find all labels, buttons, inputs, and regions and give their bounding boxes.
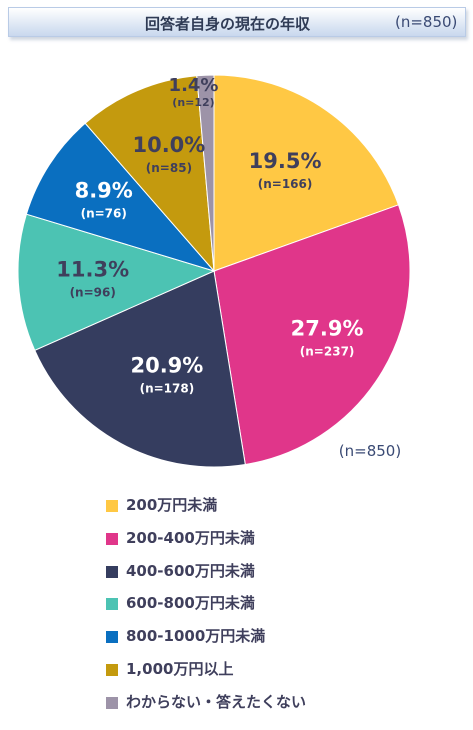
- slice-percent-label: 1.4%: [169, 75, 219, 96]
- pie-slice-6: [84, 75, 215, 273]
- slice-count-label: (n=166): [258, 177, 313, 191]
- slice-percent-label: 27.9%: [291, 317, 364, 341]
- slice-percent-label: 19.5%: [249, 149, 322, 173]
- legend-label: 200万円未満: [126, 496, 218, 514]
- slice-count-label: (n=76): [81, 207, 127, 221]
- legend-label: 800-1000万円未満: [126, 627, 266, 646]
- legend-swatch: [106, 696, 118, 709]
- pie-slice-2: [213, 204, 411, 466]
- slice-percent-label: 20.9%: [130, 353, 203, 377]
- slice-percent-label: 10.0%: [132, 133, 205, 157]
- pie-slice-7: [196, 74, 215, 272]
- pie-chart: 19.5% (n=166) 27.9% (n=237) 20.9% (n=178) 11.3…: [17, 74, 411, 468]
- legend-swatch: [106, 532, 118, 545]
- legend-swatch: [106, 598, 118, 611]
- pie-slice-3: [34, 270, 246, 468]
- pie-slice-1: [213, 74, 400, 272]
- pie-slice-4: [17, 213, 216, 351]
- legend-label: わからない・答えたくない: [126, 692, 307, 711]
- slice-count-label: (n=237): [300, 345, 355, 359]
- legend-swatch: [106, 631, 118, 644]
- legend-swatch: [106, 500, 118, 512]
- slice-count-label: (n=178): [140, 381, 195, 395]
- slice-count-label: (n=12): [172, 96, 214, 109]
- legend-label: 600-800万円未満: [126, 594, 255, 613]
- legend-label: 200-400万円未満: [126, 528, 255, 547]
- pie-labels: 19.5% (n=166) 27.9% (n=237) 20.9% (n=178) 11.3…: [56, 75, 363, 396]
- pie-total-label: (n=850): [339, 442, 401, 460]
- pie-slice-5: [25, 122, 216, 272]
- legend-label: 1,000万円以上: [126, 659, 234, 678]
- slice-count-label: (n=85): [146, 161, 192, 175]
- chart-header: 回答者自身の現在の年収 (n=850): [8, 7, 466, 37]
- chart-title: 回答者自身の現在の年収: [145, 15, 311, 33]
- slice-percent-label: 8.9%: [75, 179, 133, 203]
- legend-swatch: [106, 663, 118, 676]
- legend-swatch: [106, 565, 118, 578]
- slice-count-label: (n=96): [70, 285, 116, 299]
- legend-label: 400-600万円未満: [126, 561, 255, 580]
- header-sample-size: (n=850): [395, 13, 458, 31]
- slice-percent-label: 11.3%: [56, 257, 129, 281]
- pie-slices: [17, 74, 411, 468]
